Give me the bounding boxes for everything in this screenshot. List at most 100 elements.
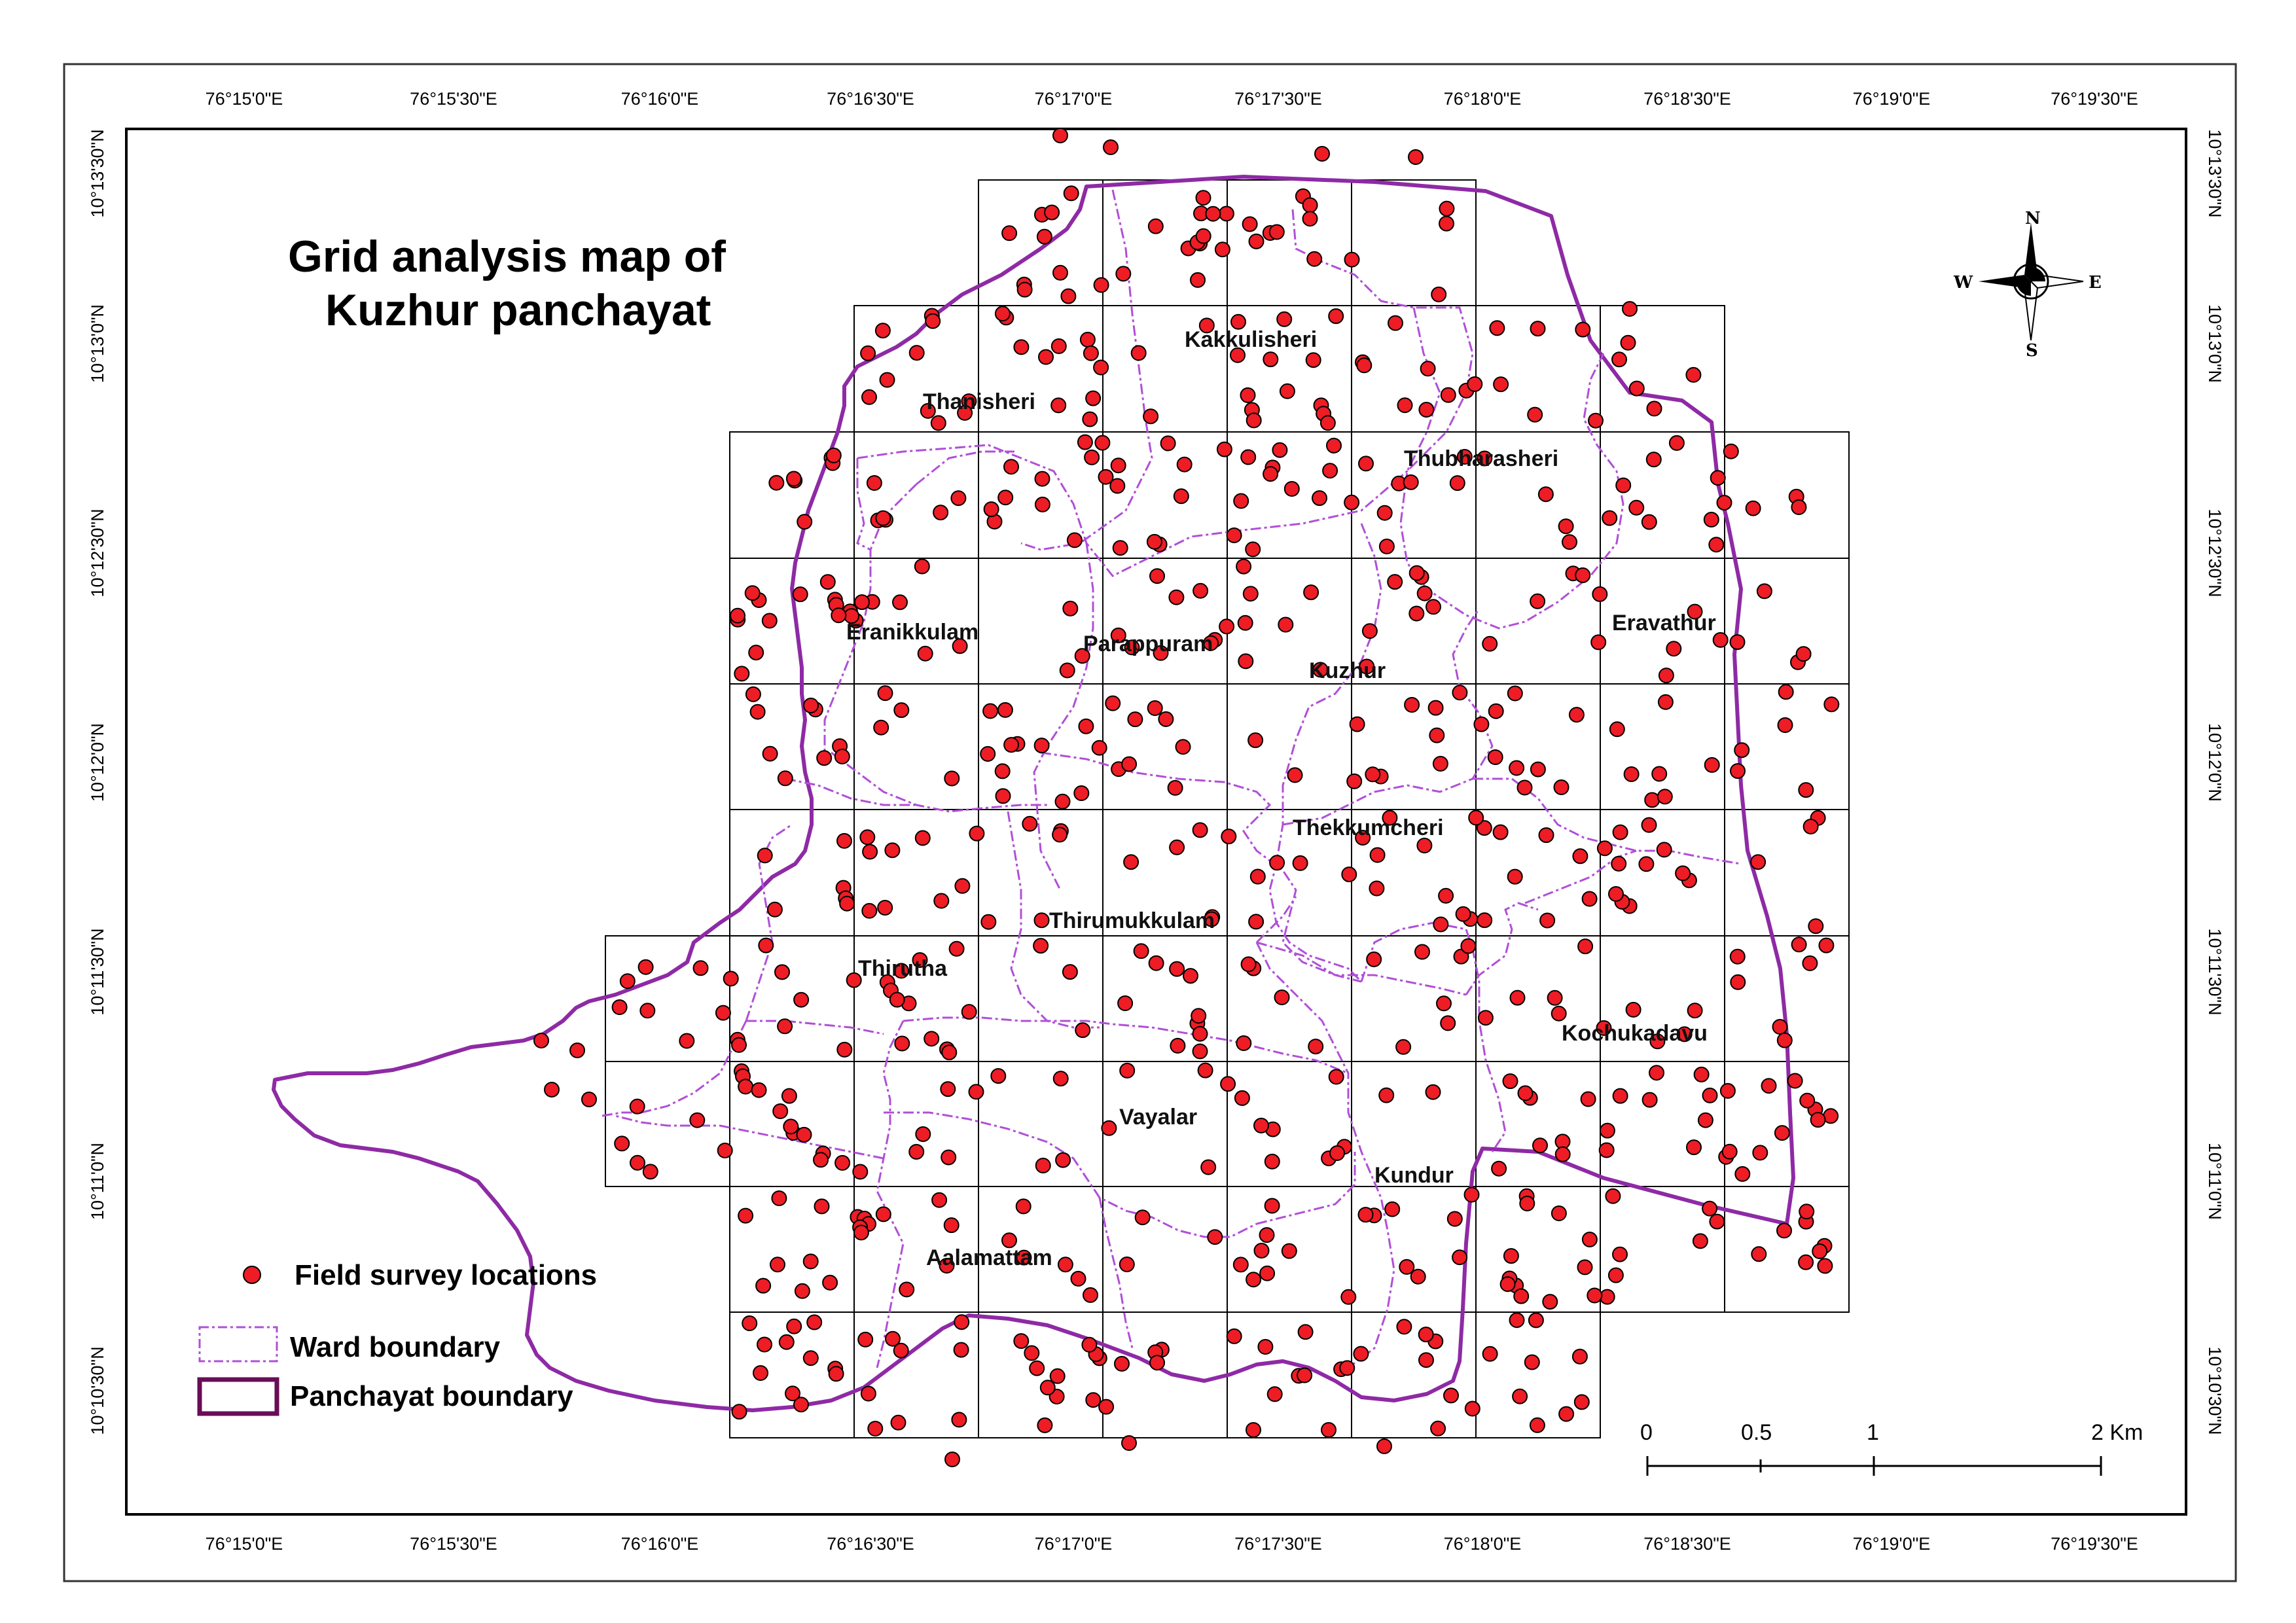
survey-point [1198,317,1215,334]
survey-point [1426,599,1441,615]
survey-point [814,1198,830,1215]
survey-point [1346,773,1363,789]
survey-point [1403,474,1419,490]
south-label: S [2026,341,2038,361]
survey-point [1488,703,1504,719]
survey-point [1487,749,1503,765]
lat-tick-right: 10°11'0"N [2205,1143,2225,1220]
survey-point [828,1366,844,1382]
survey-point [1716,495,1732,511]
lon-tick-bottom: 76°19'30"E [2051,1534,2138,1554]
survey-point [1575,321,1591,338]
survey-point [1110,457,1126,474]
survey-point [611,999,628,1015]
survey-point [1148,955,1164,971]
survey-point [1143,408,1159,425]
survey-point [1507,868,1523,885]
lat-tick-left: 10°13'30"N [88,129,107,217]
survey-point [1538,827,1554,844]
grid-cell [1600,431,1725,559]
survey-point [1322,463,1338,479]
lon-tick-bottom: 76°15'0"E [206,1534,283,1554]
survey-point [1230,347,1246,363]
survey-point [1376,1438,1392,1454]
survey-point [1387,574,1403,590]
survey-point [1062,964,1078,980]
survey-point [1751,1246,1767,1262]
survey-point [1612,1088,1628,1104]
survey-point [1615,477,1632,493]
survey-point [1281,1243,1297,1259]
grid-cell [1600,305,1725,433]
survey-point [1264,1198,1280,1214]
survey-point [533,1033,549,1048]
survey-point [997,702,1013,718]
survey-point [1192,1026,1208,1042]
survey-point [1119,1062,1136,1079]
survey-point [1799,1092,1816,1109]
grid-cell [1475,1311,1601,1438]
survey-point [1062,600,1079,616]
grid-cell [853,1061,979,1187]
survey-point [816,750,833,766]
survey-point [1167,779,1183,796]
scale-label-0: 0 [1640,1420,1653,1445]
survey-point [1033,738,1050,754]
survey-point [692,960,709,976]
survey-point [941,1149,957,1166]
survey-point [1482,635,1498,652]
grid-cell [1724,431,1850,559]
survey-point [1057,1257,1073,1273]
survey-point [1232,1257,1249,1273]
ward-label: Thanisheri [923,389,1035,414]
survey-point [1729,634,1746,651]
survey-point [860,1385,876,1402]
survey-point [1013,339,1030,355]
survey-point [1702,1200,1718,1217]
survey-point [1001,225,1018,241]
lon-tick-bottom: 76°18'30"E [1643,1534,1731,1554]
survey-point [1553,779,1570,795]
grid-cell [729,809,855,936]
survey-point [836,1041,853,1058]
survey-point [1493,376,1509,393]
survey-point [1257,1339,1274,1355]
survey-point [1207,1229,1223,1245]
survey-point [915,1126,931,1142]
survey-point [1093,359,1109,376]
survey-point [1723,443,1739,459]
survey-point [1358,455,1374,472]
survey-point [1476,820,1492,836]
survey-point [831,607,847,624]
survey-point [1729,948,1746,965]
survey-point [1147,700,1163,716]
survey-point [877,900,893,916]
survey-point [1121,756,1138,772]
survey-point [1577,1259,1593,1275]
survey-point [1499,1276,1516,1293]
survey-point [1750,854,1767,870]
survey-point [860,345,876,361]
grid-cell [853,683,979,810]
survey-point [1416,585,1433,601]
survey-point [1798,782,1814,798]
survey-point [1033,938,1049,954]
survey-point [1247,732,1264,749]
survey-point [1101,1120,1117,1136]
survey-point [1328,1069,1344,1085]
survey-point [1410,1268,1426,1285]
survey-point [1607,1267,1624,1283]
survey-point [1036,228,1052,245]
grid-cell [1724,1186,1850,1313]
survey-point [852,1164,869,1180]
survey-point [1467,376,1483,392]
survey-point [1034,496,1050,512]
survey-point [1418,402,1435,418]
survey-point [1242,216,1258,232]
survey-point [715,1005,731,1021]
survey-point [920,402,936,419]
survey-point [1306,251,1323,267]
survey-point [1349,716,1365,732]
survey-point [1473,716,1490,732]
survey-point [768,474,785,491]
